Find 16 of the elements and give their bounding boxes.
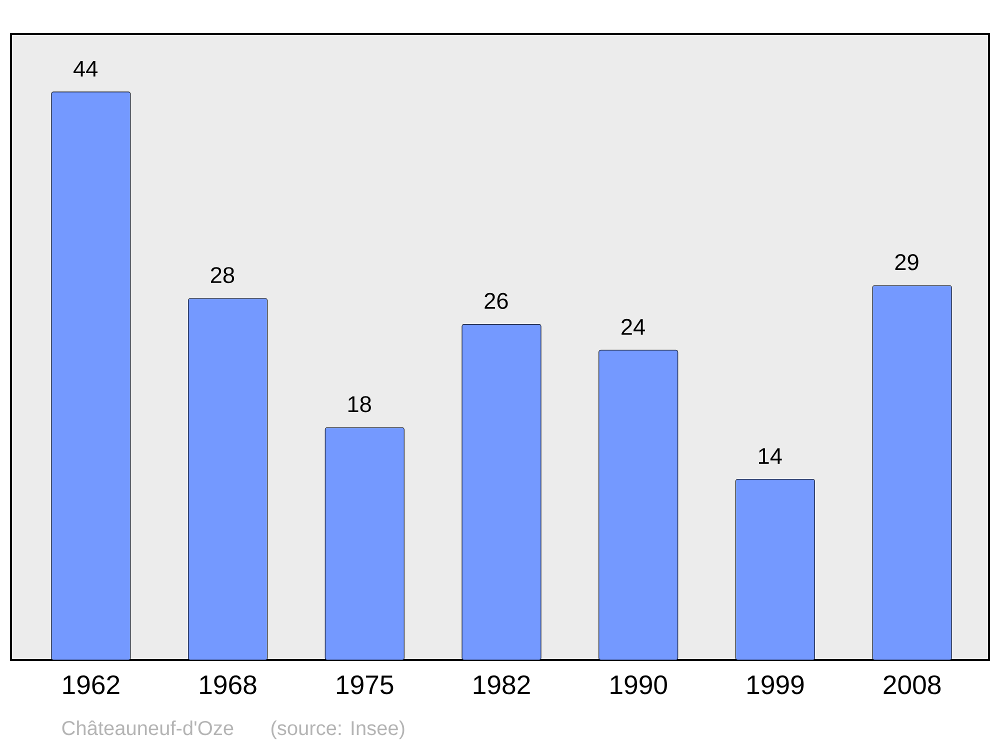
x-tick-label: 1968 <box>200 675 256 694</box>
x-tick-label: 1999 <box>748 675 804 694</box>
data-label: 44 <box>74 60 98 77</box>
text: Châteauneuf-d'Oze <box>62 720 234 736</box>
data-label: 14 <box>759 448 782 464</box>
x-tick-label: 1975 <box>337 675 394 694</box>
x-tick-label: 2008 <box>884 675 941 694</box>
data-label: 18 <box>348 396 371 412</box>
data-label: 24 <box>622 318 645 335</box>
data-label: 28 <box>211 267 234 284</box>
x-tick-label: 1982 <box>474 675 530 694</box>
x-tick-label: 1962 <box>63 675 120 694</box>
data-label: 26 <box>484 292 508 309</box>
text: (source: Insee) <box>272 720 404 740</box>
data-label: 29 <box>895 254 918 270</box>
x-tick-label: 1990 <box>610 675 667 694</box>
